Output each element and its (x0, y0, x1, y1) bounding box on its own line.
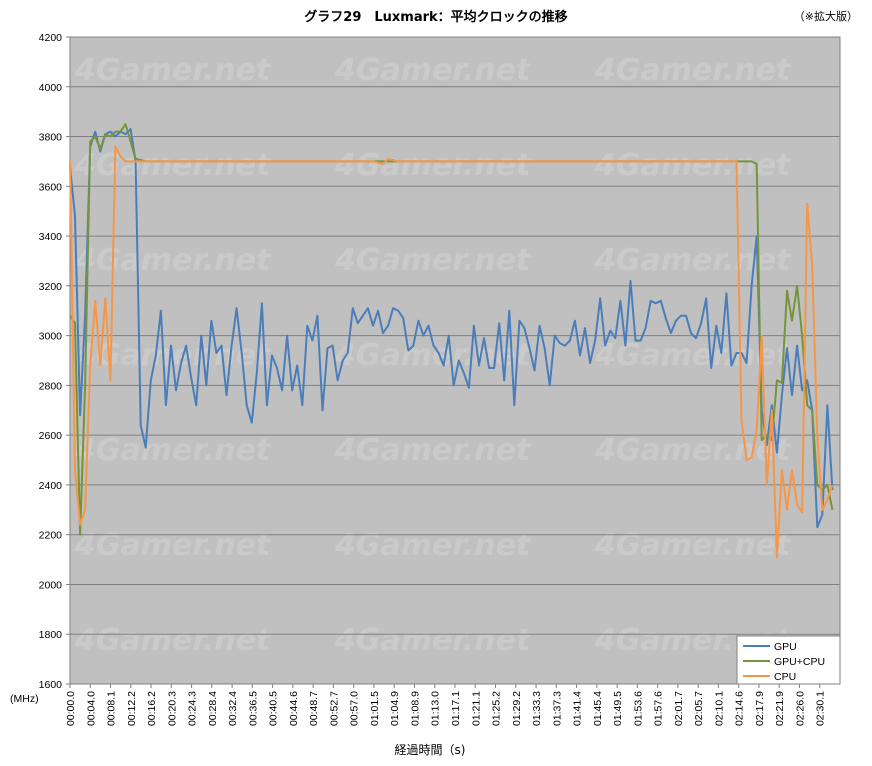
chart-note: （※拡大版） (794, 9, 858, 23)
y-tick-label: 1600 (39, 679, 63, 691)
x-tick-label: 00:08.1 (106, 691, 118, 726)
x-tick-label: 01:33.3 (531, 691, 543, 726)
x-tick-label: 01:08.9 (409, 691, 421, 726)
x-tick-label: 01:37.3 (551, 691, 563, 726)
x-tick-label: 00:04.0 (85, 691, 97, 726)
x-tick-label: 01:21.1 (470, 691, 482, 726)
x-tick-label: 00:36.5 (247, 691, 259, 726)
x-tick-label: 02:30.1 (815, 691, 827, 726)
y-tick-label: 3400 (39, 231, 63, 243)
watermark-text: 4Gamer.net (74, 433, 272, 468)
watermark-text: 4Gamer.net (594, 528, 792, 563)
x-tick-label: 02:01.7 (673, 691, 685, 726)
watermark-text: 4Gamer.net (74, 623, 272, 658)
x-tick-label: 00:57.0 (349, 691, 361, 726)
watermark-text: 4Gamer.net (334, 623, 532, 658)
x-tick-label: 01:13.0 (430, 691, 442, 726)
watermark-text: 4Gamer.net (334, 433, 532, 468)
x-tick-label: 02:14.6 (734, 691, 746, 726)
series-line-cpu (69, 145, 834, 559)
watermark-text: 4Gamer.net (334, 148, 532, 183)
x-tick-label: 00:44.6 (288, 691, 300, 726)
x-tick-label: 00:28.4 (207, 691, 219, 726)
x-tick-label: 00:24.3 (187, 691, 199, 726)
x-tick-label: 02:26.0 (794, 691, 806, 726)
series-layer (69, 123, 834, 559)
x-tick-label: 01:45.4 (592, 691, 604, 726)
x-tick-label: 00:16.2 (146, 691, 158, 726)
legend-label: GPU+CPU (774, 656, 825, 668)
watermark-text: 4Gamer.net (74, 53, 272, 88)
y-tick-label: 4000 (39, 82, 63, 94)
y-tick-label: 3600 (39, 181, 63, 193)
y-tick-label: 2200 (39, 530, 63, 542)
x-tick-label: 01:57.6 (653, 691, 665, 726)
x-tick-label: 01:41.4 (572, 691, 584, 726)
x-tick-label: 00:48.7 (308, 691, 320, 726)
y-tick-label: 1800 (39, 629, 63, 641)
y-tick-label: 2000 (39, 579, 63, 591)
legend-label: GPU (774, 641, 797, 653)
y-tick-label: 4200 (39, 32, 63, 44)
x-tick-label: 02:10.1 (713, 691, 725, 726)
legend-label: CPU (774, 671, 796, 683)
watermark-text: 4Gamer.net (74, 528, 272, 563)
watermark-text: 4Gamer.net (594, 433, 792, 468)
y-axis: 1600 1800 2000 2200 2400 2600 2800 3000 3200 3400… (39, 32, 70, 691)
x-tick-label: 01:01.5 (369, 691, 381, 726)
y-axis-unit: (MHz) (10, 693, 39, 705)
x-tick-label: 01:04.9 (389, 691, 401, 726)
x-tick-label: 00:32.4 (227, 691, 239, 726)
x-tick-label: 01:25.2 (491, 691, 503, 726)
x-tick-label: 00:12.2 (126, 691, 138, 726)
series-line-gpu (69, 128, 834, 529)
x-tick-label: 01:29.2 (511, 691, 523, 726)
x-tick-label: 00:40.5 (268, 691, 280, 726)
x-tick-label: 00:00.0 (65, 691, 77, 726)
x-tick-label: 01:17.1 (450, 691, 462, 726)
watermark-text: 4Gamer.net (74, 243, 272, 278)
y-tick-label: 2400 (39, 480, 63, 492)
y-tick-label: 2800 (39, 380, 63, 392)
chart-title: グラフ29 Luxmark：平均クロックの推移 (304, 9, 567, 25)
x-tick-label: 00:20.3 (166, 691, 178, 726)
x-tick-label: 01:49.5 (612, 691, 624, 726)
y-tick-label: 2600 (39, 430, 63, 442)
watermark-layer: 4Gamer.net 4Gamer.net 4Gamer.net 4Gamer.net… (74, 53, 792, 658)
x-tick-label: 00:52.7 (328, 691, 340, 726)
watermark-text: 4Gamer.net (594, 243, 792, 278)
watermark-text: 4Gamer.net (334, 243, 532, 278)
watermark-text: 4Gamer.net (334, 53, 532, 88)
x-tick-label: 01:53.6 (632, 691, 644, 726)
x-tick-label: 02:17.9 (754, 691, 766, 726)
watermark-text: 4Gamer.net (74, 148, 272, 183)
x-axis: 00:00.0 00:04.0 00:08.1 00:12.2 00:16.2 00:20… (65, 684, 827, 726)
x-tick-label: 02:21.9 (774, 691, 786, 726)
watermark-text: 4Gamer.net (594, 53, 792, 88)
y-tick-label: 3200 (39, 281, 63, 293)
watermark-text: 4Gamer.net (594, 148, 792, 183)
y-tick-label: 3800 (39, 132, 63, 144)
legend: GPU GPU+CPU CPU (736, 635, 841, 685)
x-axis-title: 経過時間（s) (395, 743, 466, 757)
grid-lines (70, 86, 840, 635)
y-tick-label: 3000 (39, 331, 63, 343)
watermark-text: 4Gamer.net (334, 528, 532, 563)
x-tick-label: 02:05.7 (693, 691, 705, 726)
